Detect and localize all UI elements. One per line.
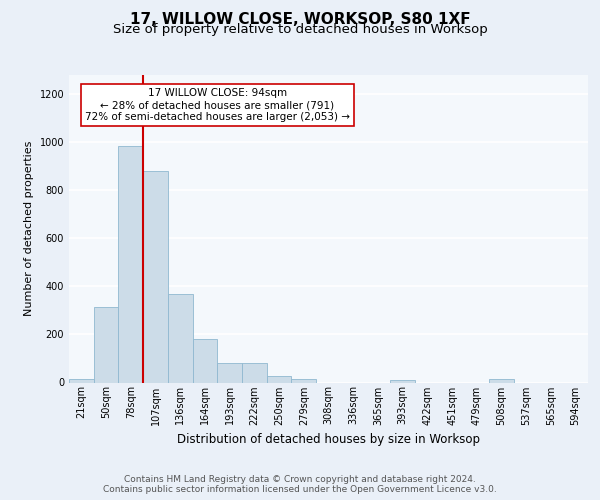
Bar — [267, 376, 292, 382]
Bar — [118, 146, 143, 382]
Bar — [69, 379, 94, 382]
Bar — [193, 340, 217, 382]
X-axis label: Distribution of detached houses by size in Worksop: Distribution of detached houses by size … — [177, 433, 480, 446]
Bar — [143, 171, 168, 382]
Text: Size of property relative to detached houses in Worksop: Size of property relative to detached ho… — [113, 22, 487, 36]
Bar — [390, 380, 415, 382]
Bar — [94, 307, 118, 382]
Text: Contains HM Land Registry data © Crown copyright and database right 2024.
Contai: Contains HM Land Registry data © Crown c… — [103, 474, 497, 494]
Bar — [489, 379, 514, 382]
Text: 17 WILLOW CLOSE: 94sqm
← 28% of detached houses are smaller (791)
72% of semi-de: 17 WILLOW CLOSE: 94sqm ← 28% of detached… — [85, 88, 350, 122]
Bar — [242, 364, 267, 382]
Text: 17, WILLOW CLOSE, WORKSOP, S80 1XF: 17, WILLOW CLOSE, WORKSOP, S80 1XF — [130, 12, 470, 28]
Bar — [292, 379, 316, 382]
Bar — [168, 294, 193, 382]
Y-axis label: Number of detached properties: Number of detached properties — [24, 141, 34, 316]
Bar — [217, 364, 242, 382]
